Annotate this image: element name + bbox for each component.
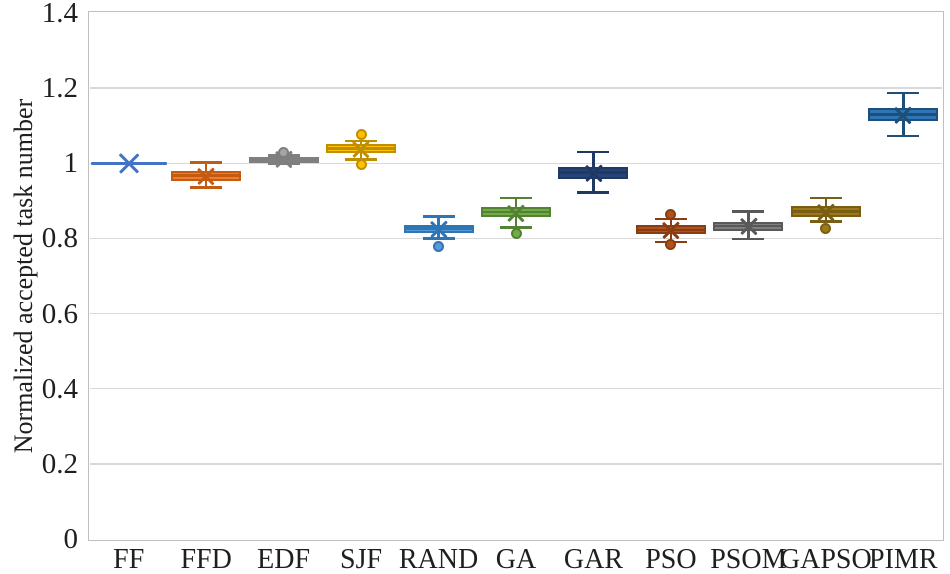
mean-x-marker	[894, 106, 912, 124]
whisker-cap-top	[500, 196, 532, 200]
mean-x-marker	[507, 204, 525, 222]
y-tick-label: 0.6	[41, 297, 78, 330]
whisker-cap-top	[732, 210, 765, 213]
gridline	[90, 387, 942, 390]
x-axis-label: PIMR	[869, 544, 938, 574]
whisker-cap-top	[345, 139, 378, 143]
x-axis-label: RAND	[398, 544, 479, 574]
gridline	[90, 162, 942, 165]
mean-x-marker	[197, 167, 215, 185]
whisker-cap-top	[422, 215, 455, 218]
whisker-cap-bottom	[577, 191, 610, 194]
whisker-cap-top	[577, 150, 610, 154]
mean-x-marker	[352, 140, 370, 158]
mean-x-marker	[662, 221, 680, 239]
y-tick-label: 0.8	[41, 222, 78, 255]
x-axis-label: GAPSO	[779, 544, 872, 574]
whisker-cap-bottom	[500, 226, 532, 229]
x-axis-label: PSOM	[710, 544, 787, 574]
y-tick-label: 1.4	[41, 0, 78, 29]
y-tick-label: 1	[63, 147, 79, 180]
x-axis-label: GA	[495, 544, 537, 574]
mean-x-marker	[118, 152, 140, 174]
whisker-cap-bottom	[422, 237, 455, 240]
x-axis-label: FFD	[180, 544, 232, 574]
whisker-cap-bottom	[190, 186, 223, 189]
mean-x-marker	[739, 217, 757, 235]
gridline	[90, 87, 942, 89]
whisker-cap-bottom	[732, 237, 765, 241]
plot-area	[88, 11, 944, 541]
y-tick-label: 1.2	[41, 72, 78, 105]
y-tick-label: 0	[63, 523, 79, 555]
outlier-dot	[433, 241, 445, 253]
mean-x-marker	[817, 203, 835, 221]
whisker-cap-bottom	[809, 220, 842, 223]
x-axis-label: GAR	[563, 544, 624, 574]
x-axis-label: SJF	[340, 544, 383, 574]
mean-x-marker	[429, 221, 448, 239]
whisker-cap-top	[809, 196, 842, 200]
y-tick-label: 0.4	[41, 372, 78, 405]
outlier-dot	[820, 222, 832, 234]
whisker-cap-bottom	[267, 162, 300, 166]
outlier-dot	[278, 147, 290, 159]
gridline	[90, 312, 942, 315]
y-tick-label: 0.2	[41, 447, 78, 480]
outlier-dot	[665, 238, 677, 250]
x-axis-label: FF	[113, 544, 145, 574]
whisker-cap-top	[887, 91, 920, 95]
gridline	[90, 463, 942, 465]
mean-x-marker	[584, 164, 603, 182]
outlier-dot	[665, 209, 677, 221]
x-axis-label: PSO	[645, 544, 697, 574]
x-axis-label: EDF	[257, 544, 311, 574]
whisker-cap-bottom	[887, 134, 920, 138]
whisker-cap-top	[190, 161, 223, 164]
outlier-dot	[355, 158, 367, 170]
outlier-dot	[355, 129, 367, 141]
outlier-dot	[510, 228, 522, 240]
